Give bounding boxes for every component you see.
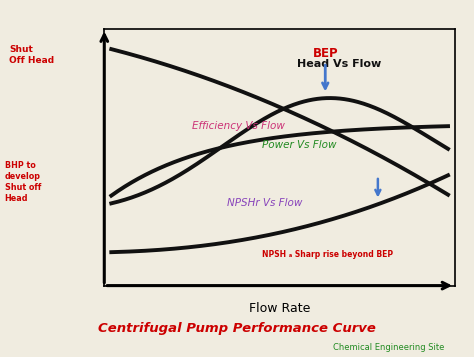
Text: NPSH ₐ Sharp rise beyond BEP: NPSH ₐ Sharp rise beyond BEP	[262, 250, 393, 259]
Text: Centrifugal Pump Performance Curve: Centrifugal Pump Performance Curve	[98, 322, 376, 335]
Text: Shut
Off Head: Shut Off Head	[9, 45, 55, 65]
Text: NPSHr Vs Flow: NPSHr Vs Flow	[227, 198, 302, 208]
Text: Power Vs Flow: Power Vs Flow	[262, 140, 337, 150]
Text: BEP: BEP	[313, 47, 338, 60]
Text: Efficiency Vs Flow: Efficiency Vs Flow	[192, 121, 285, 131]
Text: Flow Rate: Flow Rate	[249, 302, 310, 315]
Text: Head Vs Flow: Head Vs Flow	[297, 59, 382, 69]
Text: Chemical Engineering Site: Chemical Engineering Site	[333, 343, 444, 352]
Text: BHP to
develop
Shut off
Head: BHP to develop Shut off Head	[5, 161, 41, 203]
